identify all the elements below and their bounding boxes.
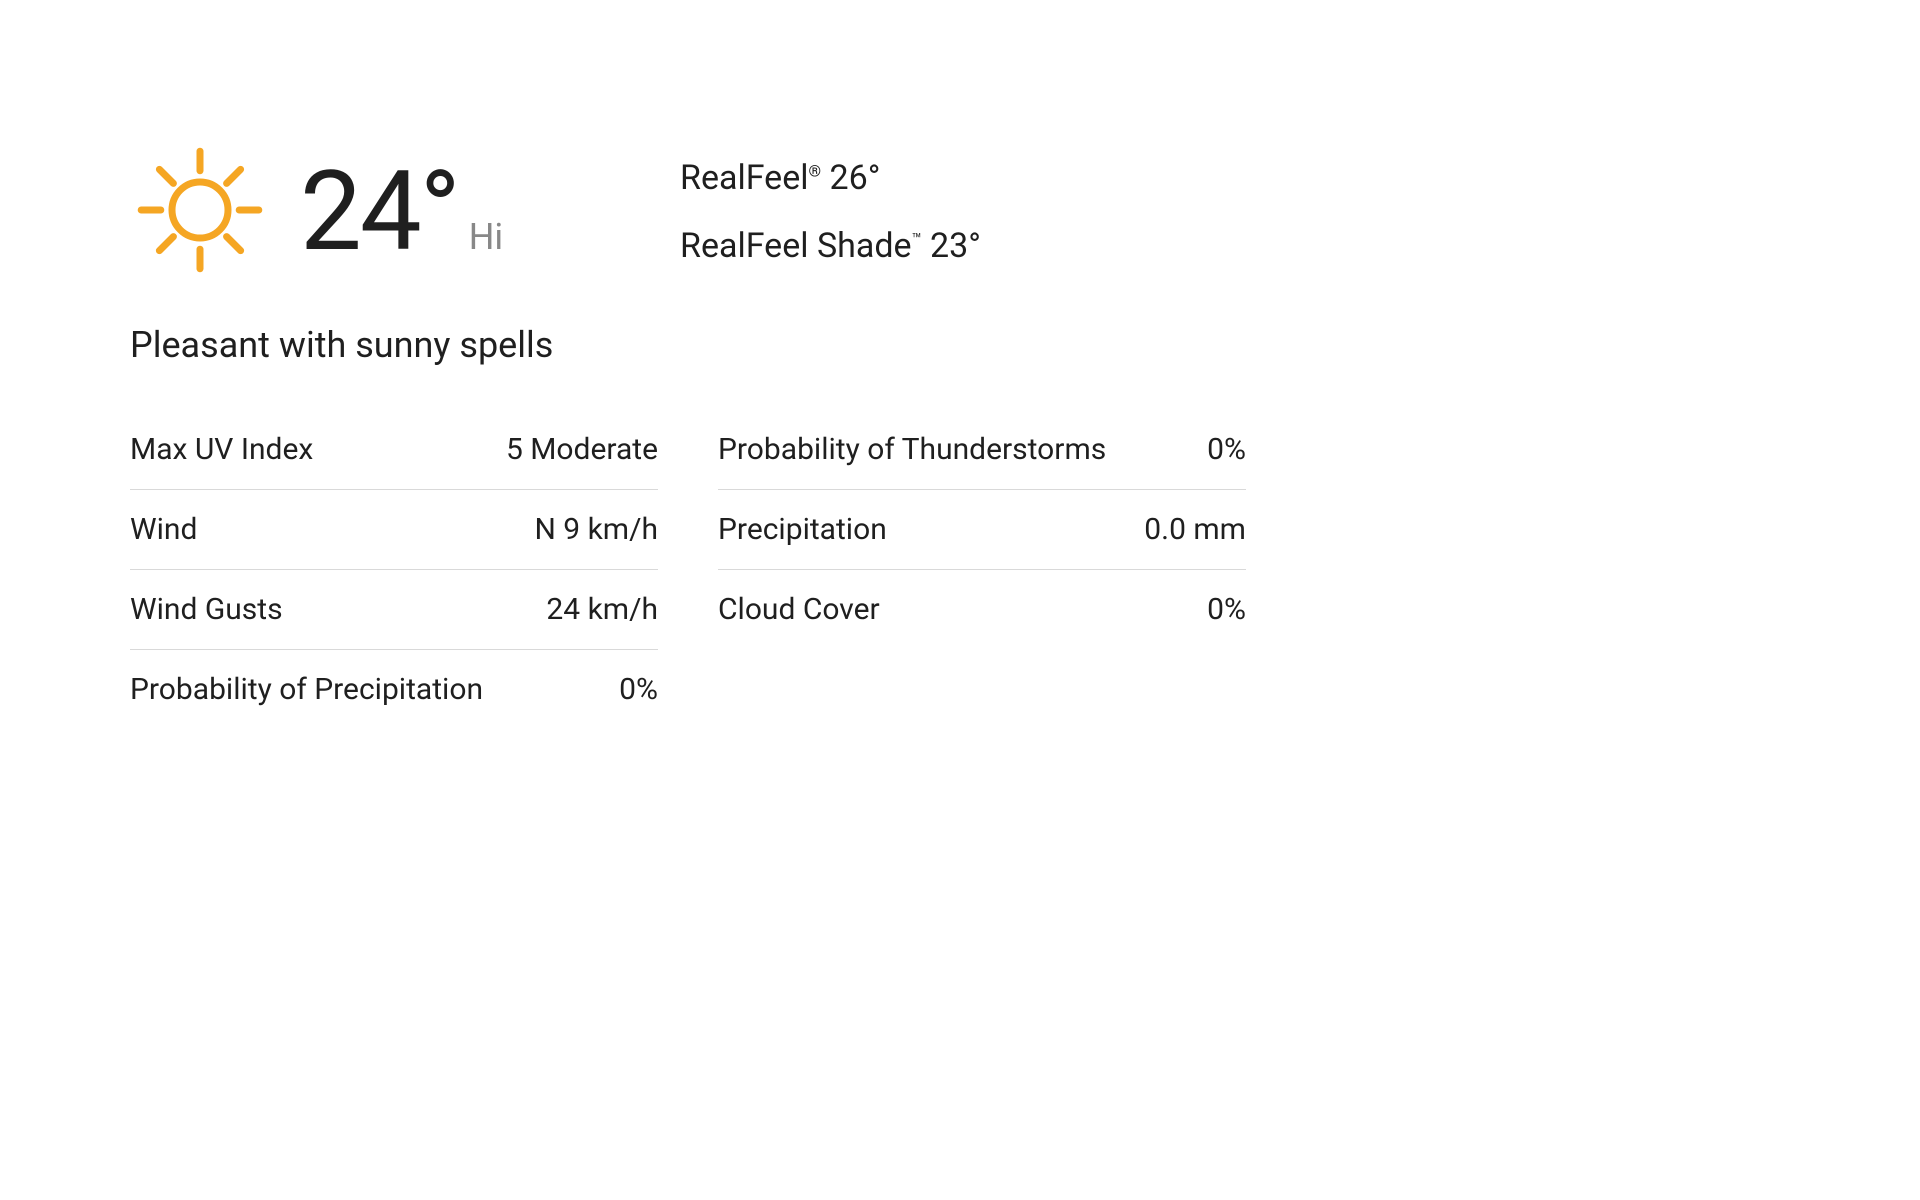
detail-label: Probability of Precipitation (130, 672, 483, 707)
realfeel-reg-mark: ® (809, 162, 822, 181)
temperature-group: 24° Hi (300, 157, 503, 267)
detail-label: Max UV Index (130, 432, 313, 467)
temperature-value: 24° (300, 157, 459, 267)
detail-value: 5 Moderate (506, 432, 658, 467)
top-area: 24° Hi RealFeel® 26° RealFeel Shade™ 23° (130, 140, 1246, 284)
realfeel-shade-label: RealFeel Shade (680, 226, 912, 266)
detail-label: Wind (130, 512, 197, 547)
detail-row: Max UV Index 5 Moderate (130, 410, 658, 490)
realfeel-value: 26° (830, 158, 881, 198)
realfeel-tm-mark: ™ (912, 230, 922, 249)
details-col-left: Max UV Index 5 Moderate Wind N 9 km/h Wind G… (130, 410, 658, 729)
detail-value: 0% (1207, 432, 1246, 467)
detail-row: Wind Gusts 24 km/h (130, 570, 658, 650)
realfeel-label: RealFeel (680, 158, 809, 198)
details-col-right: Probability of Thunderstorms 0% Precipitat… (718, 410, 1246, 729)
detail-value: 0.0 mm (1144, 512, 1246, 547)
sun-icon (130, 140, 270, 284)
detail-row: Precipitation 0.0 mm (718, 490, 1246, 570)
realfeel-shade-value: 23° (930, 226, 981, 266)
detail-label: Wind Gusts (130, 592, 283, 627)
detail-row: Cloud Cover 0% (718, 570, 1246, 649)
weather-summary: Pleasant with sunny spells (130, 324, 1246, 366)
detail-label: Precipitation (718, 512, 887, 547)
temperature-hi-label: Hi (469, 216, 503, 258)
realfeel-block: RealFeel® 26° RealFeel Shade™ 23° (680, 140, 981, 284)
details-grid: Max UV Index 5 Moderate Wind N 9 km/h Wind G… (130, 410, 1246, 729)
detail-value: 0% (1207, 592, 1246, 627)
realfeel-line: RealFeel® 26° (680, 158, 981, 198)
temperature-block: 24° Hi (130, 140, 620, 284)
detail-label: Cloud Cover (718, 592, 880, 627)
weather-card: 24° Hi RealFeel® 26° RealFeel Shade™ 23°… (100, 120, 1276, 759)
detail-value: 0% (619, 672, 658, 707)
realfeel-shade-line: RealFeel Shade™ 23° (680, 226, 981, 266)
detail-value: 24 km/h (546, 592, 658, 627)
detail-value: N 9 km/h (534, 512, 658, 547)
detail-row: Probability of Precipitation 0% (130, 650, 658, 729)
detail-label: Probability of Thunderstorms (718, 432, 1106, 467)
detail-row: Probability of Thunderstorms 0% (718, 410, 1246, 490)
detail-row: Wind N 9 km/h (130, 490, 658, 570)
